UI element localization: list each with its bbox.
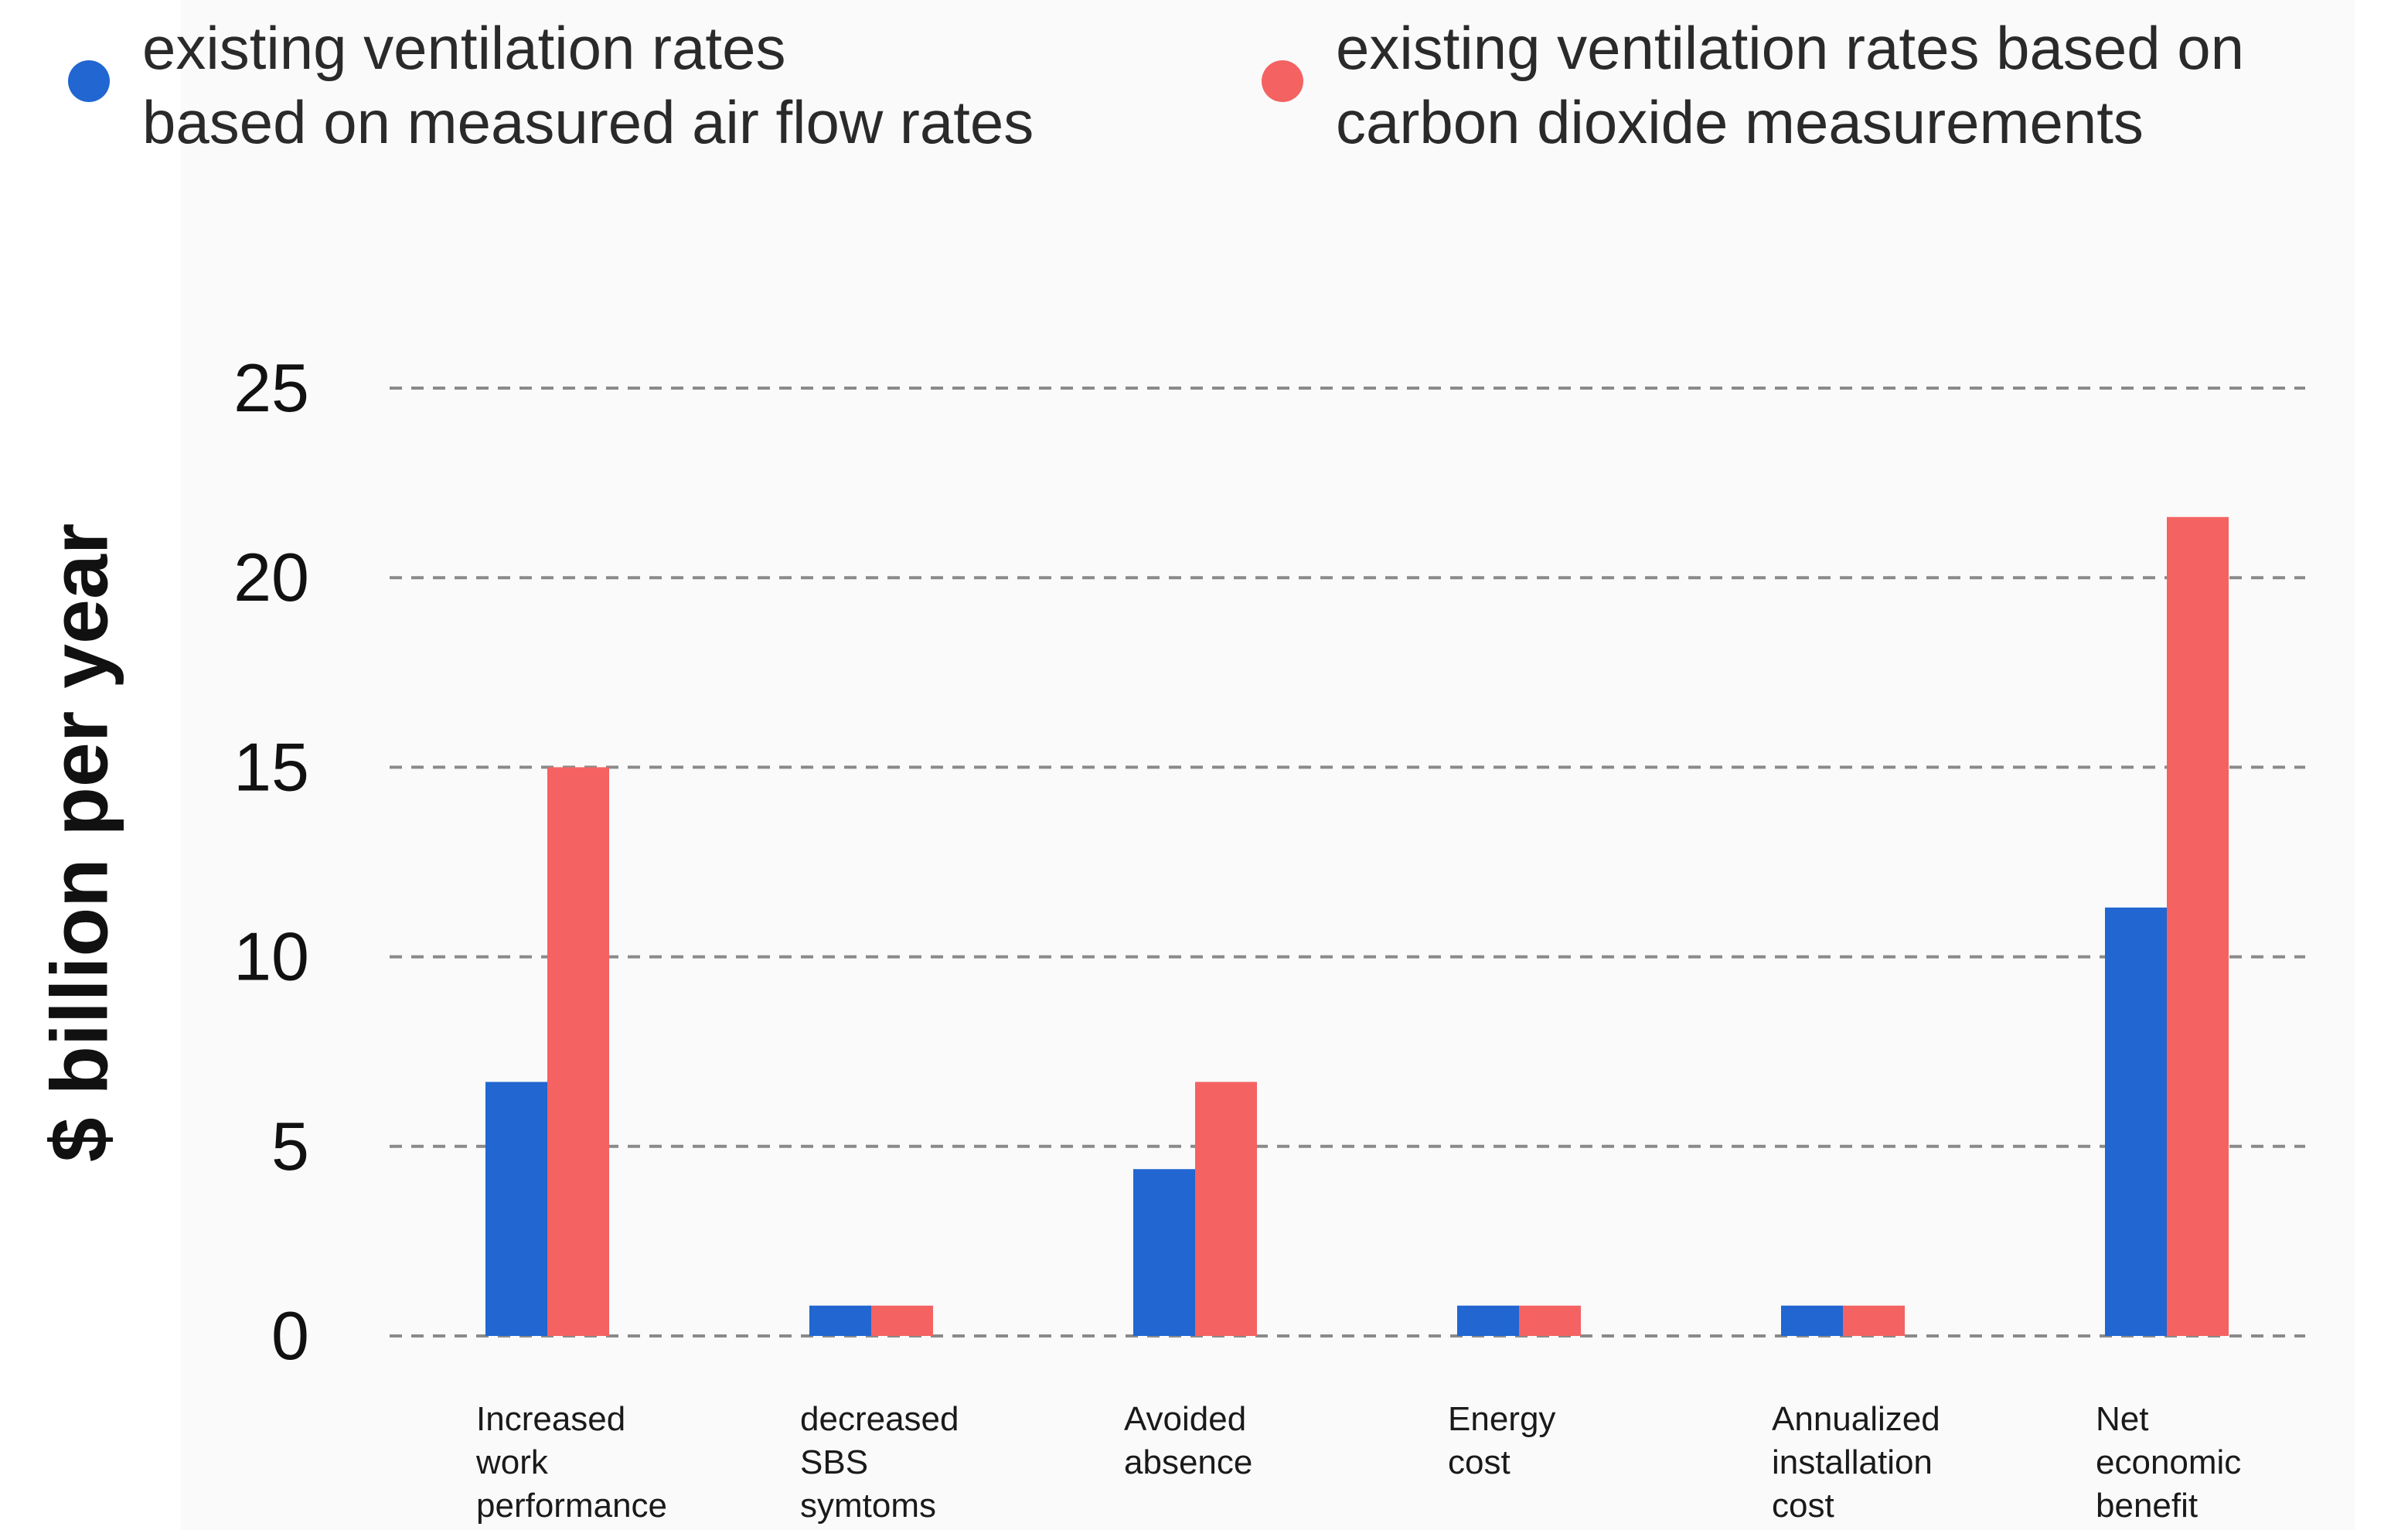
bar-series-2 bbox=[547, 767, 609, 1336]
x-category-label: Avoided absence bbox=[1124, 1398, 1252, 1484]
bar-series-2 bbox=[2167, 517, 2229, 1336]
x-category-label: Energy cost bbox=[1448, 1398, 1555, 1484]
y-tick-label: 0 bbox=[271, 1297, 309, 1374]
y-tick-label: 20 bbox=[233, 539, 309, 615]
bar-series-2 bbox=[1843, 1306, 1905, 1336]
bar-series-2 bbox=[871, 1306, 933, 1336]
y-tick-label: 10 bbox=[233, 918, 309, 995]
x-category-label: Net economic benefit bbox=[2096, 1398, 2241, 1528]
bar-series-2 bbox=[1195, 1082, 1257, 1336]
bar-series-1 bbox=[809, 1306, 871, 1336]
bar-series-1 bbox=[2105, 908, 2167, 1336]
bar-series-1 bbox=[485, 1082, 547, 1336]
y-tick-label: 15 bbox=[233, 728, 309, 805]
y-tick-label: 5 bbox=[271, 1108, 309, 1184]
bar-series-2 bbox=[1519, 1306, 1581, 1336]
x-category-label: Annualized installation cost bbox=[1772, 1398, 1940, 1528]
y-tick-label: 25 bbox=[233, 349, 309, 426]
bar-series-1 bbox=[1133, 1169, 1195, 1336]
bar-series-1 bbox=[1781, 1306, 1843, 1336]
x-category-label: Increased work performance bbox=[476, 1398, 667, 1528]
x-category-label: decreased SBS symtoms bbox=[800, 1398, 959, 1528]
bar-series-1 bbox=[1457, 1306, 1519, 1336]
